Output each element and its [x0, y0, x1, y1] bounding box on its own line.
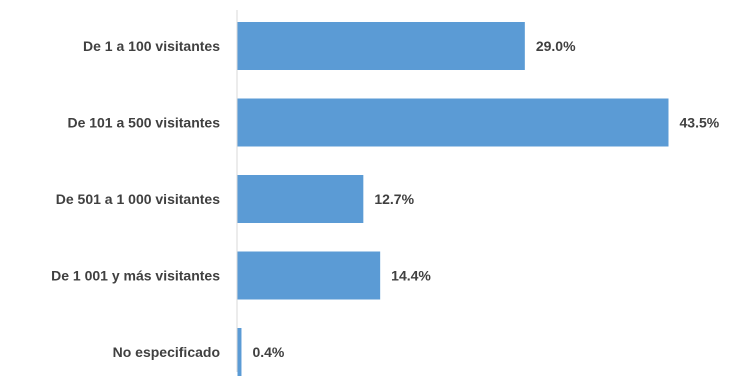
- category-label: De 1 001 y más visitantes: [51, 268, 220, 284]
- data-label: 29.0%: [536, 38, 576, 54]
- bar: [237, 175, 364, 223]
- bar: [237, 328, 242, 376]
- bar: [237, 98, 669, 147]
- bars: [237, 22, 669, 376]
- category-label: De 501 a 1 000 visitantes: [56, 191, 220, 207]
- data-label: 14.4%: [391, 268, 431, 284]
- category-labels: De 1 a 100 visitantes De 101 a 500 visita…: [51, 38, 220, 360]
- data-label: 43.5%: [680, 115, 720, 131]
- category-label: De 1 a 100 visitantes: [83, 38, 220, 54]
- bar: [237, 22, 525, 70]
- data-labels: 29.0% 43.5% 12.7% 14.4% 0.4%: [252, 38, 719, 360]
- data-label: 12.7%: [374, 191, 414, 207]
- bar: [237, 251, 381, 300]
- category-label: De 101 a 500 visitantes: [67, 115, 220, 131]
- category-label: No especificado: [113, 344, 220, 360]
- data-label: 0.4%: [252, 344, 284, 360]
